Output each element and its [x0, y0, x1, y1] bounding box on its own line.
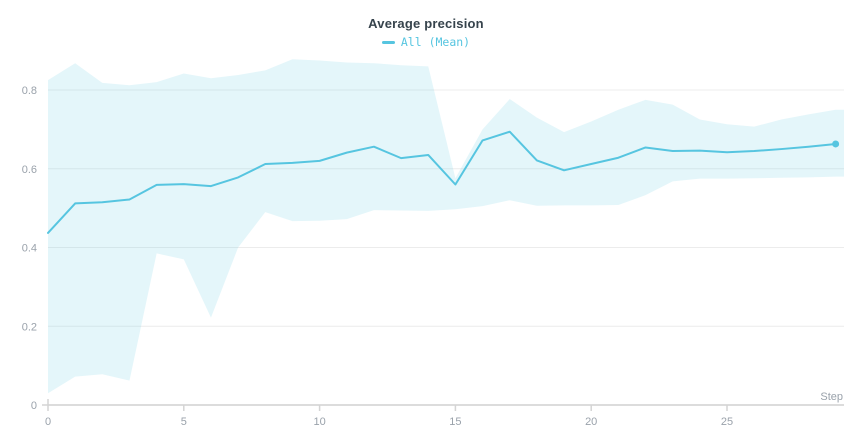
- x-tick-label: 10: [313, 416, 325, 428]
- x-tick-label: 25: [721, 416, 733, 428]
- legend-line-icon: [381, 40, 395, 44]
- y-tick-label: 0.2: [22, 321, 37, 333]
- x-axis-title: Step: [820, 391, 843, 403]
- chart-title: Average precision: [368, 16, 484, 31]
- min-max-band: [48, 59, 844, 394]
- y-tick-label: 0.6: [22, 164, 37, 176]
- x-tick-label: 5: [181, 416, 187, 428]
- gridlines: [48, 89, 844, 327]
- legend-label: All (Mean): [400, 35, 471, 49]
- y-tick-label: 0: [31, 400, 37, 412]
- y-tick-label: 0.8: [22, 85, 37, 97]
- chart-legend: All (Mean): [0, 35, 852, 49]
- x-tick-label: 20: [585, 416, 597, 428]
- axis-ticks: [42, 399, 728, 411]
- x-tick-label: 0: [45, 416, 51, 428]
- axis-labels: 0 0.2 0.4 0.6 0.8 0 5 10 15 20 25: [22, 85, 733, 428]
- mean-line: [47, 130, 837, 234]
- x-tick-label: 15: [449, 416, 461, 428]
- line-endpoint-dot: [832, 140, 840, 148]
- y-tick-label: 0.4: [22, 243, 37, 255]
